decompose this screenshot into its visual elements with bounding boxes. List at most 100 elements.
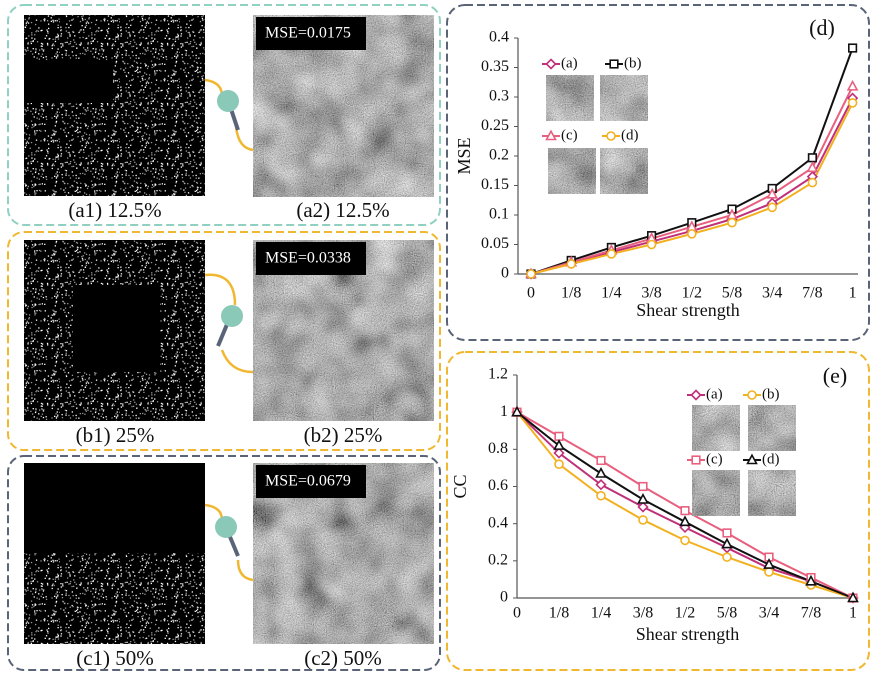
y-tick-label: 0: [500, 589, 508, 606]
encrypted-image: [24, 15, 205, 196]
marker: [748, 455, 757, 463]
marker: [723, 553, 731, 561]
y-tick-label: 1.2: [488, 366, 508, 383]
figure: MSE=0.0175 (a1) 12.5% (a2) 12.5% MSE=0.0…: [0, 0, 873, 676]
x-tick-label: 1/4: [591, 605, 611, 622]
y-tick-label: 0.4: [489, 29, 509, 46]
marker: [547, 131, 556, 139]
marker: [748, 391, 756, 399]
mse-label: MSE=0.0338: [265, 250, 351, 267]
y-tick-label: 0.3: [489, 88, 509, 105]
marker: [547, 60, 556, 69]
marker: [527, 270, 535, 278]
x-tick-label: 1: [849, 605, 857, 622]
chart-title: (d): [809, 15, 835, 40]
x-tick-label: 5/8: [722, 285, 742, 302]
legend-thumbnail: [548, 148, 596, 194]
marker: [728, 219, 736, 227]
legend-thumbnail: [692, 470, 740, 516]
caption: (c1) 50%: [76, 646, 154, 670]
marker: [692, 391, 701, 400]
legend-label: (d): [621, 127, 639, 143]
legend-thumbnail: [748, 405, 796, 451]
y-axis-label: MSE: [454, 137, 474, 174]
marker: [681, 536, 689, 544]
x-tick-label: 7/8: [801, 605, 821, 622]
y-tick-label: 0.8: [488, 440, 508, 457]
y-tick-label: 0.15: [481, 176, 509, 193]
x-axis-label: Shear strength: [636, 624, 739, 644]
caption: (c2) 50%: [304, 646, 382, 670]
marker: [567, 260, 575, 268]
legend-label: (d): [762, 451, 780, 467]
x-axis-label: Shear strength: [636, 300, 739, 320]
marker: [849, 99, 857, 107]
marker: [607, 132, 615, 140]
y-tick-label: 0.35: [481, 58, 509, 75]
legend-label: (a): [706, 386, 723, 402]
x-tick-label: 0: [513, 605, 521, 622]
marker: [849, 44, 857, 52]
y-tick-label: 0.25: [481, 117, 509, 134]
marker: [597, 469, 606, 477]
mse-label: MSE=0.0175: [265, 25, 351, 42]
legend-label: (b): [762, 386, 780, 402]
legend-thumbnail: [600, 75, 648, 121]
occlusion: [24, 463, 205, 553]
panel-border: [447, 352, 869, 670]
x-tick-label: 1/2: [675, 605, 695, 622]
marker: [597, 492, 605, 500]
marker: [639, 516, 647, 524]
x-tick-label: 3/4: [762, 285, 782, 302]
marker: [723, 539, 732, 547]
marker: [555, 460, 563, 468]
marker: [610, 60, 618, 68]
marker: [765, 568, 773, 576]
y-tick-label: 0.05: [481, 235, 509, 252]
legend-thumbnail: [692, 405, 740, 451]
legend-label: (c): [706, 451, 723, 467]
marker: [639, 495, 648, 503]
x-tick-label: 1/8: [561, 285, 581, 302]
x-tick-label: 3/4: [759, 605, 779, 622]
marker: [688, 230, 696, 238]
marker: [848, 82, 857, 90]
marker: [681, 517, 690, 525]
x-tick-label: 3/8: [633, 605, 653, 622]
marker: [648, 241, 656, 249]
y-tick-label: 0.2: [489, 147, 509, 164]
occlusion: [24, 60, 113, 103]
marker: [597, 457, 605, 465]
marker: [808, 163, 817, 171]
marker: [607, 250, 615, 258]
y-tick-label: 0: [501, 265, 509, 282]
page: MSE=0.0175 (a1) 12.5% (a2) 12.5% MSE=0.0…: [0, 0, 873, 676]
x-tick-label: 1/4: [601, 285, 621, 302]
y-tick-label: 0.2: [488, 552, 508, 569]
marker: [692, 456, 700, 464]
key-icon: [205, 80, 253, 150]
x-tick-label: 7/8: [802, 285, 822, 302]
marker: [809, 154, 817, 162]
caption: (a1) 12.5%: [68, 198, 161, 222]
marker: [808, 179, 816, 187]
caption: (b2) 25%: [304, 423, 383, 447]
marker: [555, 433, 563, 441]
x-tick-label: 1: [849, 285, 857, 302]
caption: (b1) 25%: [76, 423, 155, 447]
marker: [681, 507, 689, 515]
x-tick-label: 1/2: [682, 285, 702, 302]
series-line: [517, 412, 853, 598]
key-icon: [205, 275, 253, 372]
marker: [723, 529, 731, 537]
y-tick-label: 0.1: [489, 206, 509, 223]
legend-label: (c): [561, 127, 578, 143]
x-tick-label: 0: [527, 285, 535, 302]
mse-label: MSE=0.0679: [265, 473, 351, 490]
legend-thumbnail: [546, 75, 594, 121]
marker: [639, 483, 647, 491]
x-tick-label: 3/8: [641, 285, 661, 302]
y-tick-label: 0.4: [488, 514, 508, 531]
caption: (a2) 12.5%: [296, 198, 389, 222]
x-tick-label: 5/8: [717, 605, 737, 622]
